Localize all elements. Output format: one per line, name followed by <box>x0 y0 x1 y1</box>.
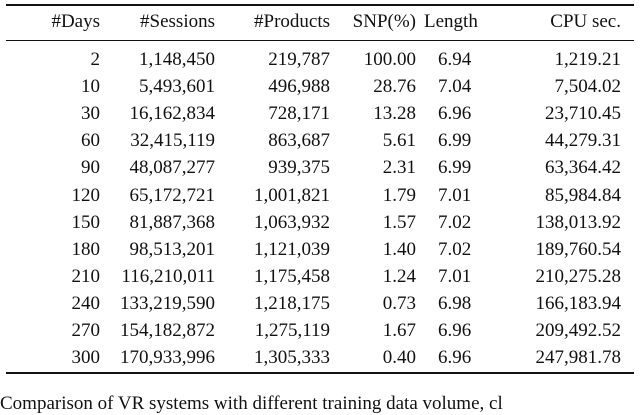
table-cell: 166,183.94 <box>535 292 622 314</box>
top-rule <box>6 4 634 6</box>
table-cell: 65,172,721 <box>129 184 216 206</box>
header-cell: CPU sec. <box>550 11 621 32</box>
table-cell: 1,063,932 <box>254 211 330 233</box>
table-cell: 939,375 <box>268 157 330 179</box>
table-cell: 210 <box>71 265 101 287</box>
table-cell: 28.76 <box>373 76 416 98</box>
table-cell: 170,933,996 <box>120 347 215 369</box>
table-cell: 1.24 <box>382 265 416 287</box>
header-cell: SNP(%) <box>352 11 416 32</box>
table-cell: 1,175,458 <box>254 265 330 287</box>
table-cell: 210,275.28 <box>535 265 622 287</box>
table-cell: 23,710.45 <box>545 103 621 125</box>
table-cell: 6.94 <box>438 49 472 70</box>
table-cell: 1,218,175 <box>254 292 330 314</box>
table-cell: 98,513,201 <box>129 238 216 260</box>
table-cell: 6.99 <box>438 130 472 152</box>
table-cell: 189,760.54 <box>535 238 622 260</box>
table-cell: 1,121,039 <box>254 238 330 260</box>
table-cell: 7.01 <box>438 184 472 206</box>
table-cell: 6.96 <box>438 103 472 125</box>
table-cell: 1,148,450 <box>139 49 215 70</box>
table-cell: 6.99 <box>438 157 472 179</box>
table-cell: 496,988 <box>268 76 330 98</box>
mid-rule <box>6 40 634 41</box>
table-cell: 44,279.31 <box>545 130 621 152</box>
table-cell: 10 <box>81 76 100 98</box>
caption: Comparison of VR systems with different … <box>0 393 503 414</box>
table-cell: 7.04 <box>438 76 472 98</box>
table-cell: 863,687 <box>268 130 330 152</box>
table-cell: 60 <box>81 130 100 152</box>
table-cell: 2 <box>90 49 101 70</box>
header-cell: #Days <box>51 11 100 32</box>
table-cell: 85,984.84 <box>545 184 621 206</box>
table-cell: 219,787 <box>268 49 330 70</box>
table-cell: 209,492.52 <box>535 320 622 341</box>
table-cell: 48,087,277 <box>129 157 216 179</box>
table-cell: 1.57 <box>382 211 416 233</box>
table-cell: 30 <box>81 103 100 125</box>
table-cell: 120 <box>71 184 101 206</box>
table-cell: 133,219,590 <box>120 292 215 314</box>
table-cell: 1,219.21 <box>554 49 622 70</box>
table-cell: 728,171 <box>268 103 330 125</box>
table-cell: 0.73 <box>382 292 416 314</box>
table-cell: 300 <box>71 347 101 369</box>
table-cell: 1.67 <box>382 320 416 341</box>
table-cell: 150 <box>71 211 101 233</box>
table-cell: 32,415,119 <box>130 130 215 152</box>
table-cell: 13.28 <box>373 103 416 125</box>
table-cell: 5,493,601 <box>139 76 215 98</box>
table-cell: 247,981.78 <box>535 347 622 369</box>
table-cell: 0.40 <box>382 347 416 369</box>
table-cell: 2.31 <box>382 157 416 179</box>
table-cell: 6.96 <box>438 347 472 369</box>
header-cell: #Sessions <box>140 11 215 32</box>
table-cell: 100.00 <box>363 49 416 70</box>
table-cell: 7.02 <box>438 211 472 233</box>
table-cell: 1,275,119 <box>254 320 330 341</box>
header-cell: Length <box>424 11 478 32</box>
header-cell: #Products <box>254 11 330 32</box>
table-cell: 1,305,333 <box>254 347 330 369</box>
table-cell: 240 <box>71 292 101 314</box>
table-cell: 1.79 <box>382 184 416 206</box>
table-cell: 7,504.02 <box>554 76 622 98</box>
table-cell: 63,364.42 <box>545 157 621 179</box>
table-cell: 1.40 <box>382 238 416 260</box>
table-cell: 7.01 <box>438 265 472 287</box>
table-cell: 138,013.92 <box>535 211 622 233</box>
table-cell: 154,182,872 <box>120 320 215 341</box>
table-cell: 16,162,834 <box>129 103 216 125</box>
table-cell: 5.61 <box>382 130 416 152</box>
page: Comparison of VR systems with different … <box>0 4 634 414</box>
bottom-rule <box>6 372 634 374</box>
table-cell: 81,887,368 <box>129 211 216 233</box>
table-cell: 90 <box>81 157 100 179</box>
table-cell: 116,210,011 <box>121 265 215 287</box>
table-cell: 6.98 <box>438 292 472 314</box>
table-cell: 1,001,821 <box>254 184 330 206</box>
table-cell: 180 <box>71 238 101 260</box>
table-cell: 7.02 <box>438 238 472 260</box>
table-cell: 270 <box>71 320 101 341</box>
table-cell: 6.96 <box>438 320 472 341</box>
